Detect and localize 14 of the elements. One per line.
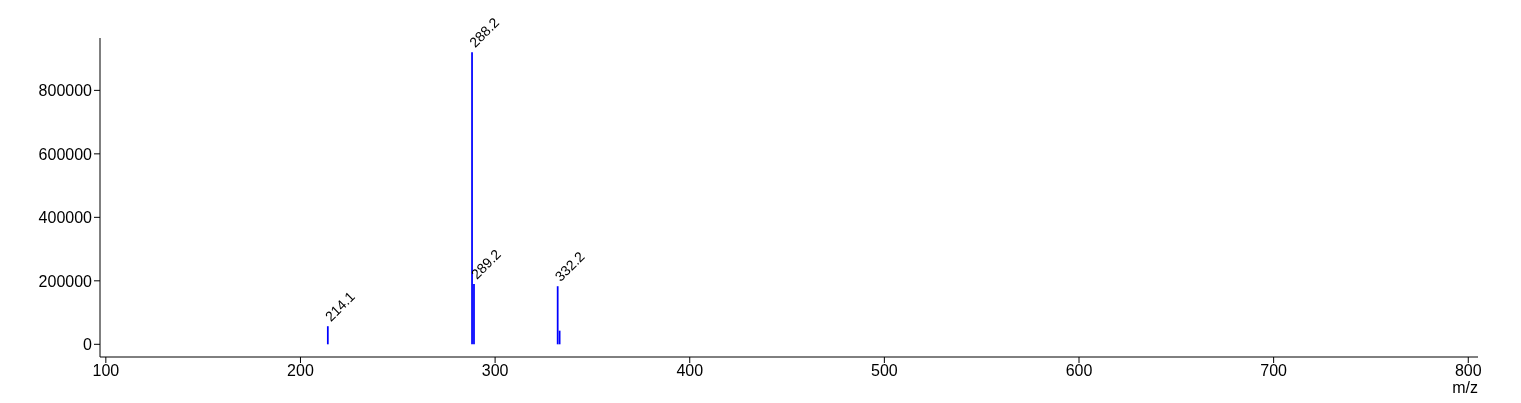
- y-tick-label: 400000: [38, 209, 93, 227]
- x-tick-label: 300: [481, 362, 509, 380]
- x-tick-label: 700: [1260, 362, 1288, 380]
- y-tick-label: 200000: [38, 272, 93, 290]
- x-axis-title: m/z: [1452, 379, 1478, 396]
- x-tick-label: 400: [676, 362, 704, 380]
- x-tick-label: 500: [871, 362, 898, 380]
- x-tick-label: 100: [92, 362, 120, 380]
- x-tick-label: 800: [1454, 362, 1482, 380]
- y-tick-label: 0: [83, 335, 93, 353]
- y-tick-label: 800000: [38, 82, 93, 100]
- x-tick-label: 600: [1065, 362, 1093, 380]
- x-tick-label: 200: [287, 362, 314, 380]
- y-tick-label: 600000: [38, 145, 93, 163]
